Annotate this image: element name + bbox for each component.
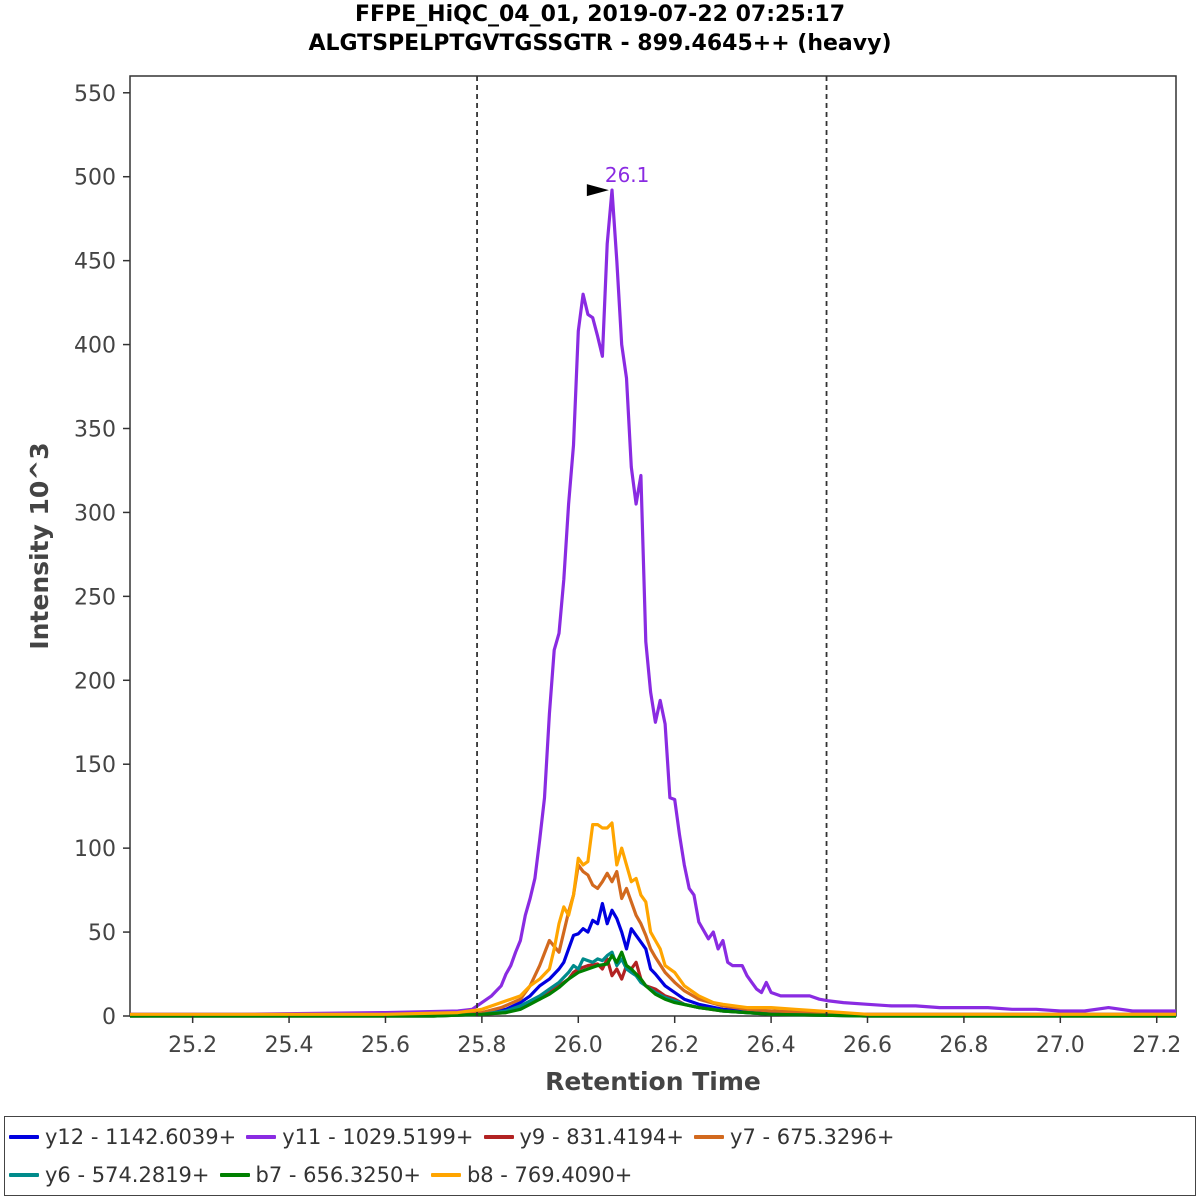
- plot-area: [129, 75, 1177, 1017]
- x-axis-label: Retention Time: [545, 1067, 761, 1096]
- x-tick-label: 27.0: [1036, 1033, 1085, 1058]
- y-tick-label: 500: [74, 166, 116, 191]
- y-tick-label: 250: [74, 585, 116, 610]
- legend-row: y12 - 1142.6039+ y11 - 1029.5199+ y9 - 831…: [9, 1120, 905, 1154]
- legend-item: y7 - 675.3296+: [694, 1125, 895, 1149]
- chromatogram-chart[interactable]: 25.2 25.4 25.6 25.8 26.0 26.2 26.4 26.6 26.8 27.0…: [0, 0, 1200, 1110]
- series-line-1: [130, 188, 1176, 1016]
- legend-item: b8 - 769.4090+: [430, 1163, 633, 1187]
- legend: y12 - 1142.6039+ y11 - 1029.5199+ y9 - 831…: [4, 1116, 1196, 1196]
- integration-boundaries: [476, 76, 828, 1016]
- x-tick-label: 25.4: [265, 1033, 314, 1058]
- y-axis: 0 50 100 150 200 250 300 350 400 450 500 550: [74, 82, 130, 1030]
- x-tick-label: 26.2: [650, 1033, 699, 1058]
- y-tick-label: 350: [74, 418, 116, 443]
- series-line-6: [130, 821, 1176, 1016]
- legend-label: y9 - 831.4194+: [519, 1125, 685, 1149]
- legend-swatch: [430, 1173, 461, 1177]
- legend-label: b8 - 769.4090+: [466, 1163, 633, 1187]
- x-tick-label: 26.8: [939, 1033, 988, 1058]
- legend-swatch: [9, 1173, 39, 1177]
- peak-label: 26.1: [605, 163, 650, 187]
- y-tick-label: 50: [88, 921, 116, 946]
- y-axis-label: Intensity 10^3: [25, 442, 54, 649]
- legend-label: y11 - 1029.5199+: [282, 1125, 474, 1149]
- legend-row: y6 - 574.2819+ b7 - 656.3250+ b8 - 769.409…: [9, 1158, 642, 1192]
- y-tick-label: 100: [74, 837, 116, 862]
- series-line-5: [130, 950, 1176, 1018]
- legend-swatch: [246, 1135, 277, 1139]
- chart-title: FFPE_HiQC_04_01, 2019-07-22 07:25:17: [354, 2, 846, 27]
- legend-label: y6 - 574.2819+: [45, 1163, 210, 1187]
- y-tick-label: 200: [74, 669, 116, 694]
- y-tick-label: 150: [74, 753, 116, 778]
- peak-annotation: 26.1: [586, 163, 650, 197]
- x-tick-label: 25.8: [457, 1033, 506, 1058]
- y-tick-label: 400: [74, 334, 116, 359]
- y-tick-label: 550: [74, 82, 116, 107]
- peak-arrow-icon: [586, 184, 609, 197]
- y-tick-label: 300: [74, 501, 116, 526]
- x-tick-label: 26.6: [843, 1033, 892, 1058]
- legend-item: y11 - 1029.5199+: [246, 1125, 474, 1149]
- x-tick-label: 25.6: [361, 1033, 410, 1058]
- series-lines: [129, 188, 1176, 1018]
- x-axis: 25.2 25.4 25.6 25.8 26.0 26.2 26.4 26.6 26.8 27.0…: [168, 1016, 1181, 1058]
- series-line-0: [130, 901, 1176, 1016]
- legend-swatch: [694, 1135, 725, 1139]
- y-tick-label: 0: [102, 1005, 116, 1030]
- legend-label: b7 - 656.3250+: [255, 1163, 421, 1187]
- x-tick-label: 25.2: [168, 1033, 217, 1058]
- legend-item: b7 - 656.3250+: [219, 1163, 421, 1187]
- x-tick-label: 27.2: [1132, 1033, 1181, 1058]
- legend-label: y7 - 675.3296+: [730, 1125, 895, 1149]
- legend-swatch: [219, 1173, 250, 1177]
- y-tick-label: 450: [74, 250, 116, 275]
- legend-label: y12 - 1142.6039+: [45, 1125, 237, 1149]
- legend-swatch: [9, 1135, 39, 1139]
- legend-swatch: [483, 1135, 514, 1139]
- chart-subtitle: ALGTSPELPTGVTGSSGTR - 899.4645++ (heavy): [308, 31, 892, 56]
- x-tick-label: 26.4: [747, 1033, 796, 1058]
- x-tick-label: 26.0: [554, 1033, 603, 1058]
- legend-item: y12 - 1142.6039+: [9, 1125, 236, 1149]
- legend-item: y6 - 574.2819+: [9, 1163, 210, 1187]
- legend-item: y9 - 831.4194+: [483, 1125, 685, 1149]
